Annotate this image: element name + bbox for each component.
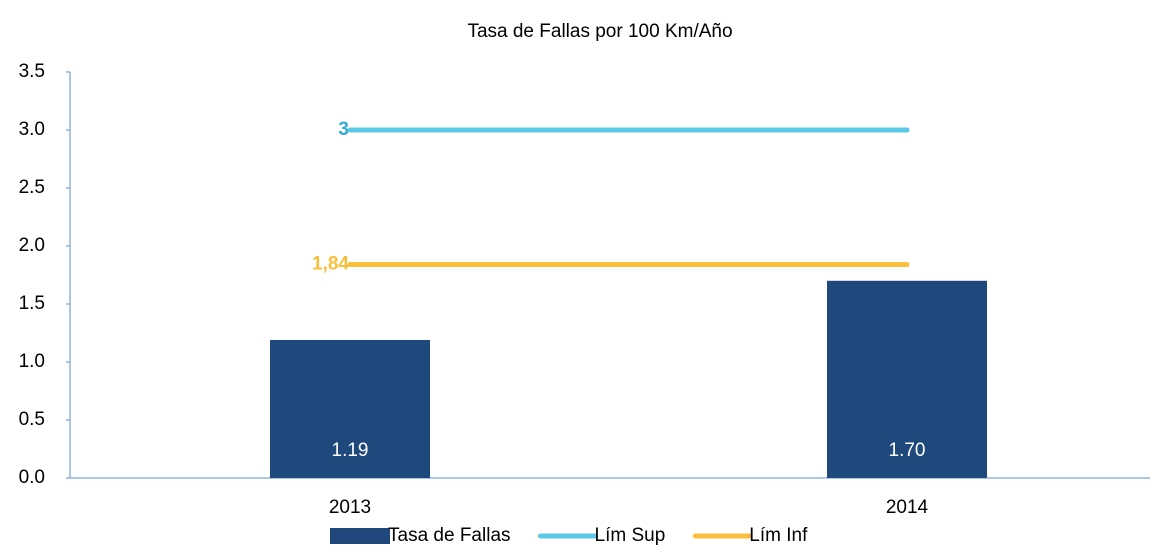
y-tick-label: 1.0	[19, 351, 45, 372]
data-label: 1,84	[312, 254, 349, 275]
y-tick-label: 3.5	[19, 61, 45, 82]
y-tick-label: 1.5	[19, 293, 45, 314]
legend-label: Lím Inf	[749, 525, 808, 546]
y-tick-label: 2.5	[19, 177, 45, 198]
data-label: 1.19	[332, 440, 369, 461]
data-label: 1.70	[889, 440, 926, 461]
y-tick-label: 2.0	[19, 235, 45, 256]
y-tick-label: 0.0	[19, 467, 45, 488]
chart-title: Tasa de Fallas por 100 Km/Año	[467, 21, 732, 42]
legend-label: Lím Sup	[595, 525, 666, 546]
bar	[270, 339, 430, 478]
bar	[827, 280, 987, 478]
legend-label: Tasa de Fallas	[388, 525, 511, 546]
x-tick-label: 2013	[329, 497, 371, 518]
legend-swatch	[330, 528, 390, 544]
y-tick-label: 0.5	[19, 409, 45, 430]
y-tick-label: 3.0	[19, 119, 45, 140]
data-label: 3	[338, 119, 349, 140]
x-tick-label: 2014	[886, 497, 929, 518]
